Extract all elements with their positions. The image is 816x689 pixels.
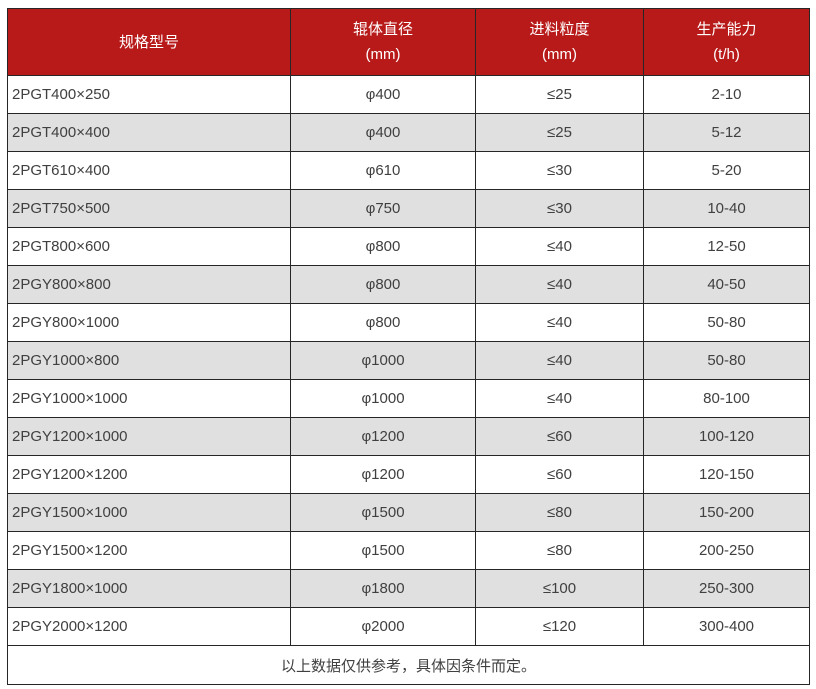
cell-capacity: 2-10 [643,75,810,114]
spec-table: 规格型号 辊体直径 (mm) 进料粒度 (mm) 生产能力 (t/h) 2PGT… [7,8,810,685]
cell-model: 2PGY1200×1200 [7,455,291,494]
cell-model: 2PGY800×800 [7,265,291,304]
cell-roller-diameter: φ1800 [290,569,476,608]
table-row: 2PGT610×400 φ610 ≤30 5-20 [7,151,810,190]
cell-feed-size: ≤60 [475,417,644,456]
header-unit: (mm) [365,46,401,63]
cell-model: 2PGY1800×1000 [7,569,291,608]
cell-capacity: 5-12 [643,113,810,152]
cell-feed-size: ≤40 [475,265,644,304]
cell-model: 2PGT400×400 [7,113,291,152]
cell-capacity: 50-80 [643,341,810,380]
cell-roller-diameter: φ1200 [290,455,476,494]
cell-capacity: 250-300 [643,569,810,608]
cell-capacity: 100-120 [643,417,810,456]
cell-feed-size: ≤40 [475,303,644,342]
cell-roller-diameter: φ400 [290,75,476,114]
cell-capacity: 12-50 [643,227,810,266]
cell-model: 2PGT800×600 [7,227,291,266]
cell-model: 2PGY2000×1200 [7,607,291,646]
cell-feed-size: ≤30 [475,189,644,228]
table-row: 2PGY1200×1000 φ1200 ≤60 100-120 [7,417,810,456]
cell-roller-diameter: φ400 [290,113,476,152]
header-unit: (mm) [542,46,577,63]
cell-feed-size: ≤25 [475,113,644,152]
cell-roller-diameter: φ2000 [290,607,476,646]
header-row: 规格型号 辊体直径 (mm) 进料粒度 (mm) 生产能力 (t/h) [7,8,810,76]
cell-feed-size: ≤40 [475,227,644,266]
cell-feed-size: ≤30 [475,151,644,190]
cell-roller-diameter: φ1500 [290,493,476,532]
table-body: 2PGT400×250 φ400 ≤25 2-10 2PGT400×400 φ4… [7,75,810,646]
table-row: 2PGY1000×1000 φ1000 ≤40 80-100 [7,379,810,418]
cell-capacity: 5-20 [643,151,810,190]
header-cell-roller-diameter: 辊体直径 (mm) [290,8,476,76]
cell-roller-diameter: φ1000 [290,341,476,380]
cell-feed-size: ≤25 [475,75,644,114]
cell-roller-diameter: φ800 [290,265,476,304]
table-row: 2PGY1000×800 φ1000 ≤40 50-80 [7,341,810,380]
cell-feed-size: ≤80 [475,531,644,570]
cell-capacity: 10-40 [643,189,810,228]
header-title: 进料粒度 [529,21,590,38]
cell-feed-size: ≤80 [475,493,644,532]
table-header: 规格型号 辊体直径 (mm) 进料粒度 (mm) 生产能力 (t/h) [7,8,810,76]
cell-roller-diameter: φ800 [290,303,476,342]
table-row: 2PGY800×800 φ800 ≤40 40-50 [7,265,810,304]
table-row: 2PGY1500×1200 φ1500 ≤80 200-250 [7,531,810,570]
table-row: 2PGY2000×1200 φ2000 ≤120 300-400 [7,607,810,646]
table-row: 2PGT400×400 φ400 ≤25 5-12 [7,113,810,152]
table-footer: 以上数据仅供参考，具体因条件而定。 [7,645,810,685]
header-title: 生产能力 [696,21,757,38]
table-row: 2PGY1500×1000 φ1500 ≤80 150-200 [7,493,810,532]
cell-capacity: 150-200 [643,493,810,532]
footnote-cell: 以上数据仅供参考，具体因条件而定。 [7,645,810,685]
cell-roller-diameter: φ1200 [290,417,476,456]
cell-capacity: 120-150 [643,455,810,494]
table-row: 2PGY1200×1200 φ1200 ≤60 120-150 [7,455,810,494]
cell-roller-diameter: φ610 [290,151,476,190]
cell-model: 2PGY1200×1000 [7,417,291,456]
cell-feed-size: ≤40 [475,379,644,418]
cell-capacity: 50-80 [643,303,810,342]
table-row: 2PGY800×1000 φ800 ≤40 50-80 [7,303,810,342]
cell-model: 2PGY1500×1200 [7,531,291,570]
cell-model: 2PGT610×400 [7,151,291,190]
header-cell-model: 规格型号 [7,8,291,76]
cell-roller-diameter: φ1000 [290,379,476,418]
cell-feed-size: ≤60 [475,455,644,494]
cell-capacity: 300-400 [643,607,810,646]
table-row: 2PGT400×250 φ400 ≤25 2-10 [7,75,810,114]
cell-model: 2PGY800×1000 [7,303,291,342]
footnote-row: 以上数据仅供参考，具体因条件而定。 [7,645,810,685]
cell-model: 2PGY1000×1000 [7,379,291,418]
cell-feed-size: ≤120 [475,607,644,646]
cell-capacity: 40-50 [643,265,810,304]
table-row: 2PGT800×600 φ800 ≤40 12-50 [7,227,810,266]
cell-feed-size: ≤100 [475,569,644,608]
cell-feed-size: ≤40 [475,341,644,380]
cell-model: 2PGT750×500 [7,189,291,228]
table-row: 2PGT750×500 φ750 ≤30 10-40 [7,189,810,228]
cell-capacity: 200-250 [643,531,810,570]
cell-roller-diameter: φ750 [290,189,476,228]
cell-model: 2PGT400×250 [7,75,291,114]
header-title: 规格型号 [118,33,179,51]
header-cell-feed-size: 进料粒度 (mm) [475,8,644,76]
header-cell-capacity: 生产能力 (t/h) [643,8,810,76]
cell-capacity: 80-100 [643,379,810,418]
cell-roller-diameter: φ800 [290,227,476,266]
header-unit: (t/h) [713,46,740,63]
cell-model: 2PGY1500×1000 [7,493,291,532]
table-row: 2PGY1800×1000 φ1800 ≤100 250-300 [7,569,810,608]
header-title: 辊体直径 [352,21,413,38]
cell-model: 2PGY1000×800 [7,341,291,380]
cell-roller-diameter: φ1500 [290,531,476,570]
